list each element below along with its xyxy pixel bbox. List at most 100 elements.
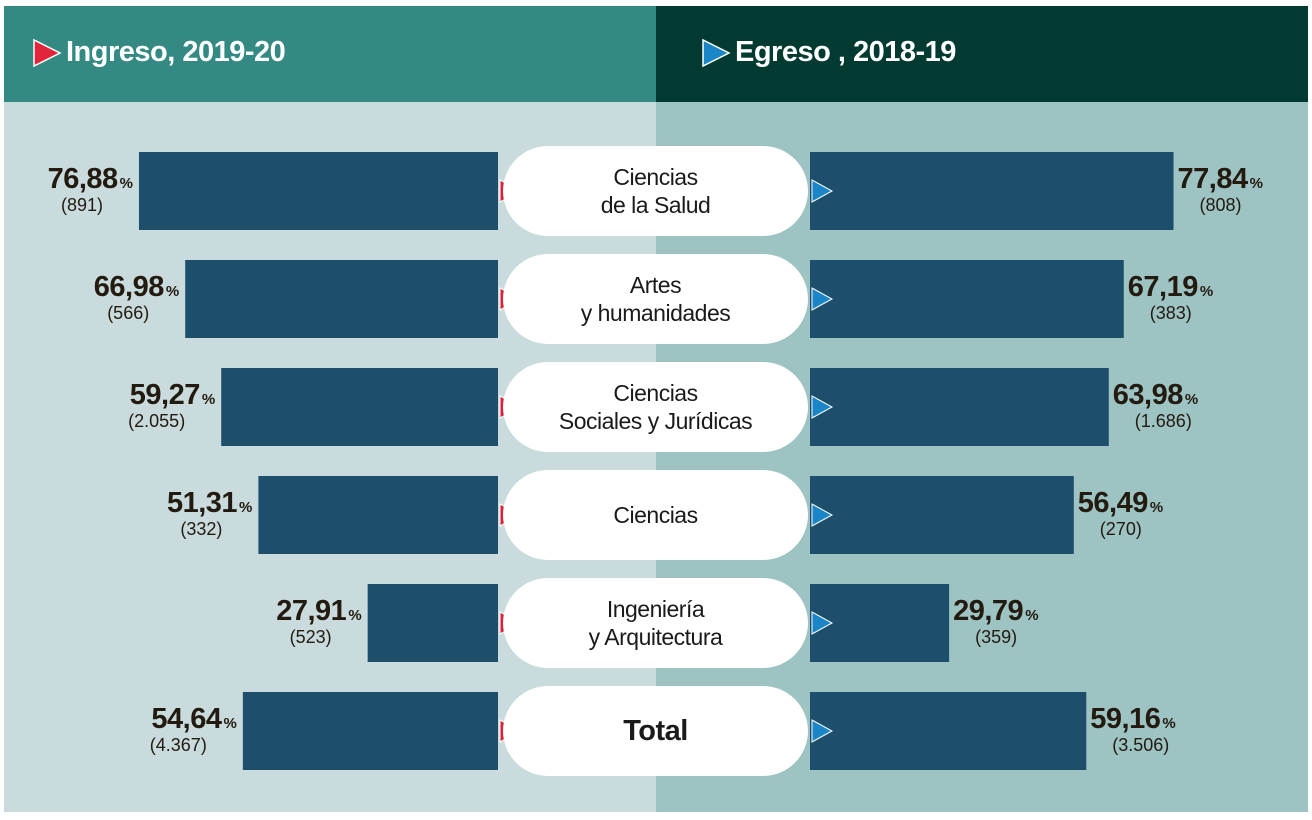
header-right: [656, 6, 1308, 102]
bar: [810, 692, 1087, 770]
count-label: (808): [1199, 195, 1242, 215]
count-label: (523): [289, 627, 332, 647]
value-line: 76,88%: [0, 163, 133, 196]
bar: [810, 260, 1124, 338]
count-line: (808): [1178, 196, 1312, 216]
value-line: 27,91%: [162, 595, 362, 628]
count-label: (566): [107, 303, 150, 323]
value-line: 56,49%: [1078, 487, 1278, 520]
value-label: 29,79% (359): [953, 595, 1153, 648]
bar: [810, 368, 1109, 446]
value-label: 59,27% (2.055): [15, 379, 215, 432]
arrow: [811, 719, 834, 743]
value-text: 54,64: [151, 703, 222, 735]
bar: [367, 584, 498, 662]
value-line: 51,31%: [52, 487, 252, 520]
title-icon: [702, 38, 731, 68]
bar: [221, 368, 498, 446]
unit: %: [1025, 607, 1039, 624]
value-text: 51,31: [166, 487, 238, 519]
arrow: [811, 179, 834, 203]
count-label: (359): [975, 627, 1018, 647]
count-line: (3.506): [1090, 736, 1290, 756]
count-label: (332): [180, 519, 223, 539]
count-label: (383): [1149, 303, 1192, 323]
bar: [810, 584, 950, 662]
value-text: 67,19: [1127, 271, 1199, 303]
value-label: 56,49% (270): [1078, 487, 1278, 540]
count-line: (270): [1078, 520, 1278, 540]
value-label: 51,31% (332): [52, 487, 252, 540]
unit: %: [1162, 715, 1176, 732]
arrow: [811, 395, 834, 419]
series-title: Ingreso, 2019-20: [66, 36, 286, 68]
count-label: (2.055): [128, 411, 186, 431]
value-line: 66,98%: [0, 271, 179, 304]
value-text: 59,27: [129, 379, 201, 411]
value-label: 63,98% (1.686): [1113, 379, 1312, 432]
value-label: 27,91% (523): [162, 595, 362, 648]
value-label: 59,16% (3.506): [1090, 703, 1290, 756]
value-label: 66,98% (566): [0, 271, 179, 324]
bar: [810, 152, 1174, 230]
value-text: 66,98: [93, 271, 165, 303]
count-line: (891): [0, 196, 133, 216]
arrow: [811, 611, 834, 635]
value-label: 54,64% (4.367): [37, 703, 237, 756]
value-text: 76,88: [47, 163, 119, 195]
count-label: (270): [1099, 519, 1142, 539]
value-text: 56,49: [1077, 487, 1149, 519]
value-label: 77,84% (808): [1178, 163, 1312, 216]
value-line: 63,98%: [1113, 379, 1312, 412]
count-line: (2.055): [15, 412, 215, 432]
category-label: Total: [503, 686, 808, 776]
unit: %: [1149, 499, 1164, 516]
unit: %: [1249, 175, 1263, 192]
unit: %: [1199, 283, 1214, 300]
bar: [242, 692, 498, 770]
count-label: (3.506): [1112, 735, 1170, 755]
unit: %: [119, 175, 133, 192]
count-line: (4.367): [37, 736, 237, 756]
value-label: 67,19% (383): [1128, 271, 1312, 324]
value-line: 59,27%: [15, 379, 215, 412]
header-left: [4, 6, 656, 102]
bar: [138, 152, 498, 230]
unit: %: [1184, 391, 1199, 408]
count-label: (4.367): [149, 735, 207, 755]
value-text: 59,16: [1090, 703, 1161, 735]
category-label: Ingeniería y Arquitectura: [503, 578, 808, 668]
value-text: 63,98: [1112, 379, 1184, 411]
unit: %: [239, 499, 253, 516]
count-line: (1.686): [1113, 412, 1312, 432]
count-line: (383): [1128, 304, 1312, 324]
arrow: [811, 287, 834, 311]
category-label: Ciencias: [503, 470, 808, 560]
bar: [258, 476, 498, 554]
category-label: Artes y humanidades: [503, 254, 808, 344]
count-line: (332): [52, 520, 252, 540]
series-title: Egreso , 2018-19: [735, 36, 956, 68]
value-text: 77,84: [1177, 163, 1249, 195]
value-line: 29,79%: [953, 595, 1153, 628]
category-label: Ciencias de la Salud: [503, 146, 808, 236]
arrow: [811, 503, 834, 527]
unit: %: [348, 607, 362, 624]
count-label: (891): [60, 195, 103, 215]
count-line: (566): [0, 304, 179, 324]
value-text: 29,79: [953, 595, 1024, 627]
value-line: 59,16%: [1090, 703, 1290, 736]
value-label: 76,88% (891): [0, 163, 133, 216]
bar: [810, 476, 1074, 554]
count-line: (523): [162, 628, 362, 648]
unit: %: [201, 391, 216, 408]
count-label: (1.686): [1134, 411, 1192, 431]
title-icon: [33, 38, 62, 68]
category-label: Ciencias Sociales y Jurídicas: [503, 362, 808, 452]
value-line: 67,19%: [1128, 271, 1312, 304]
value-line: 77,84%: [1178, 163, 1312, 196]
unit: %: [223, 715, 237, 732]
unit: %: [165, 283, 180, 300]
value-text: 27,91: [276, 595, 347, 627]
